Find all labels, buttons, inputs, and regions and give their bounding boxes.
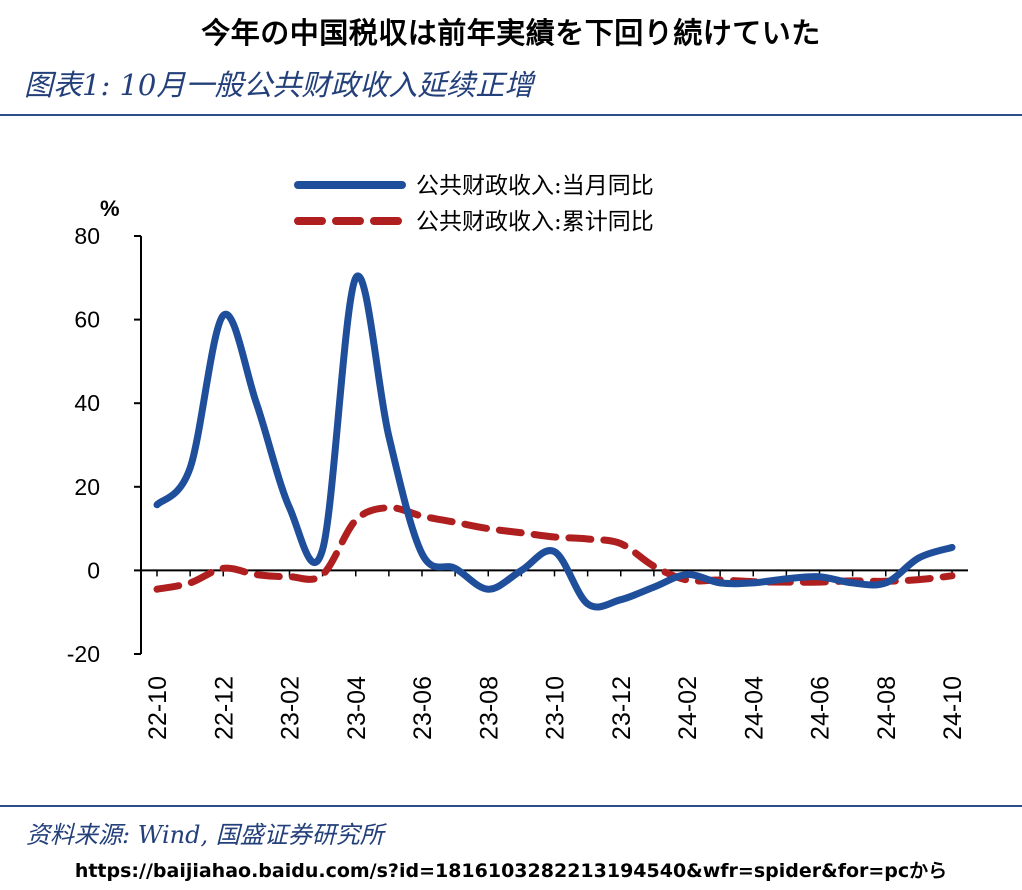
y-tick-label: -20 — [67, 641, 100, 667]
y-tick-label: 60 — [74, 307, 100, 333]
series-layer — [153, 272, 956, 611]
x-tick-label: 23-06 — [409, 676, 437, 740]
x-tick-label: 23-02 — [277, 676, 305, 740]
x-tick-label: 23-12 — [608, 676, 636, 740]
y-axis-unit: % — [100, 196, 120, 221]
legend: 公共财政收入:当月同比 公共财政收入:累计同比 — [294, 173, 654, 235]
x-tick-label: 23-04 — [343, 676, 371, 740]
x-tick-label: 23-08 — [475, 676, 503, 740]
x-tick-label: 24-08 — [873, 676, 901, 740]
url-note: https://baijiahao.baidu.com/s?id=1816103… — [74, 860, 948, 882]
legend-label-cumulative: 公共财政收入:累计同比 — [416, 209, 654, 235]
y-tick-label: 80 — [74, 223, 100, 249]
figure-title: 图表1: 10月一般公共财政收入延续正增 — [24, 68, 534, 102]
x-tick-label: 24-04 — [740, 676, 768, 740]
x-tick-label: 24-10 — [939, 676, 967, 740]
top-rule — [0, 114, 1022, 116]
x-axis: 22-10 22-12 23-02 23-04 23-06 23-08 23-10 23-12… — [141, 569, 968, 740]
y-axis: -20 0 20 40 60 80 — [67, 223, 142, 667]
series-line-cumulative — [153, 504, 956, 593]
legend-label-monthly: 公共财政收入:当月同比 — [416, 173, 654, 199]
y-tick-label: 0 — [87, 557, 100, 583]
x-tick-label: 22-10 — [144, 676, 172, 740]
x-tick-label: 24-06 — [807, 676, 835, 740]
series-line-monthly — [153, 272, 956, 611]
bottom-rule — [0, 805, 1022, 807]
y-tick-label: 20 — [74, 474, 100, 500]
source-note: 资料来源: Wind, 国盛证券研究所 — [26, 821, 384, 849]
headline: 今年の中国税収は前年実績を下回り続けていた — [201, 16, 821, 50]
cumulative-point-23-05 — [387, 506, 391, 510]
x-tick-label: 22-12 — [210, 676, 238, 740]
y-tick-label: 40 — [74, 390, 100, 416]
x-tick-label: 24-02 — [674, 676, 702, 740]
x-tick-label: 23-10 — [542, 676, 570, 740]
